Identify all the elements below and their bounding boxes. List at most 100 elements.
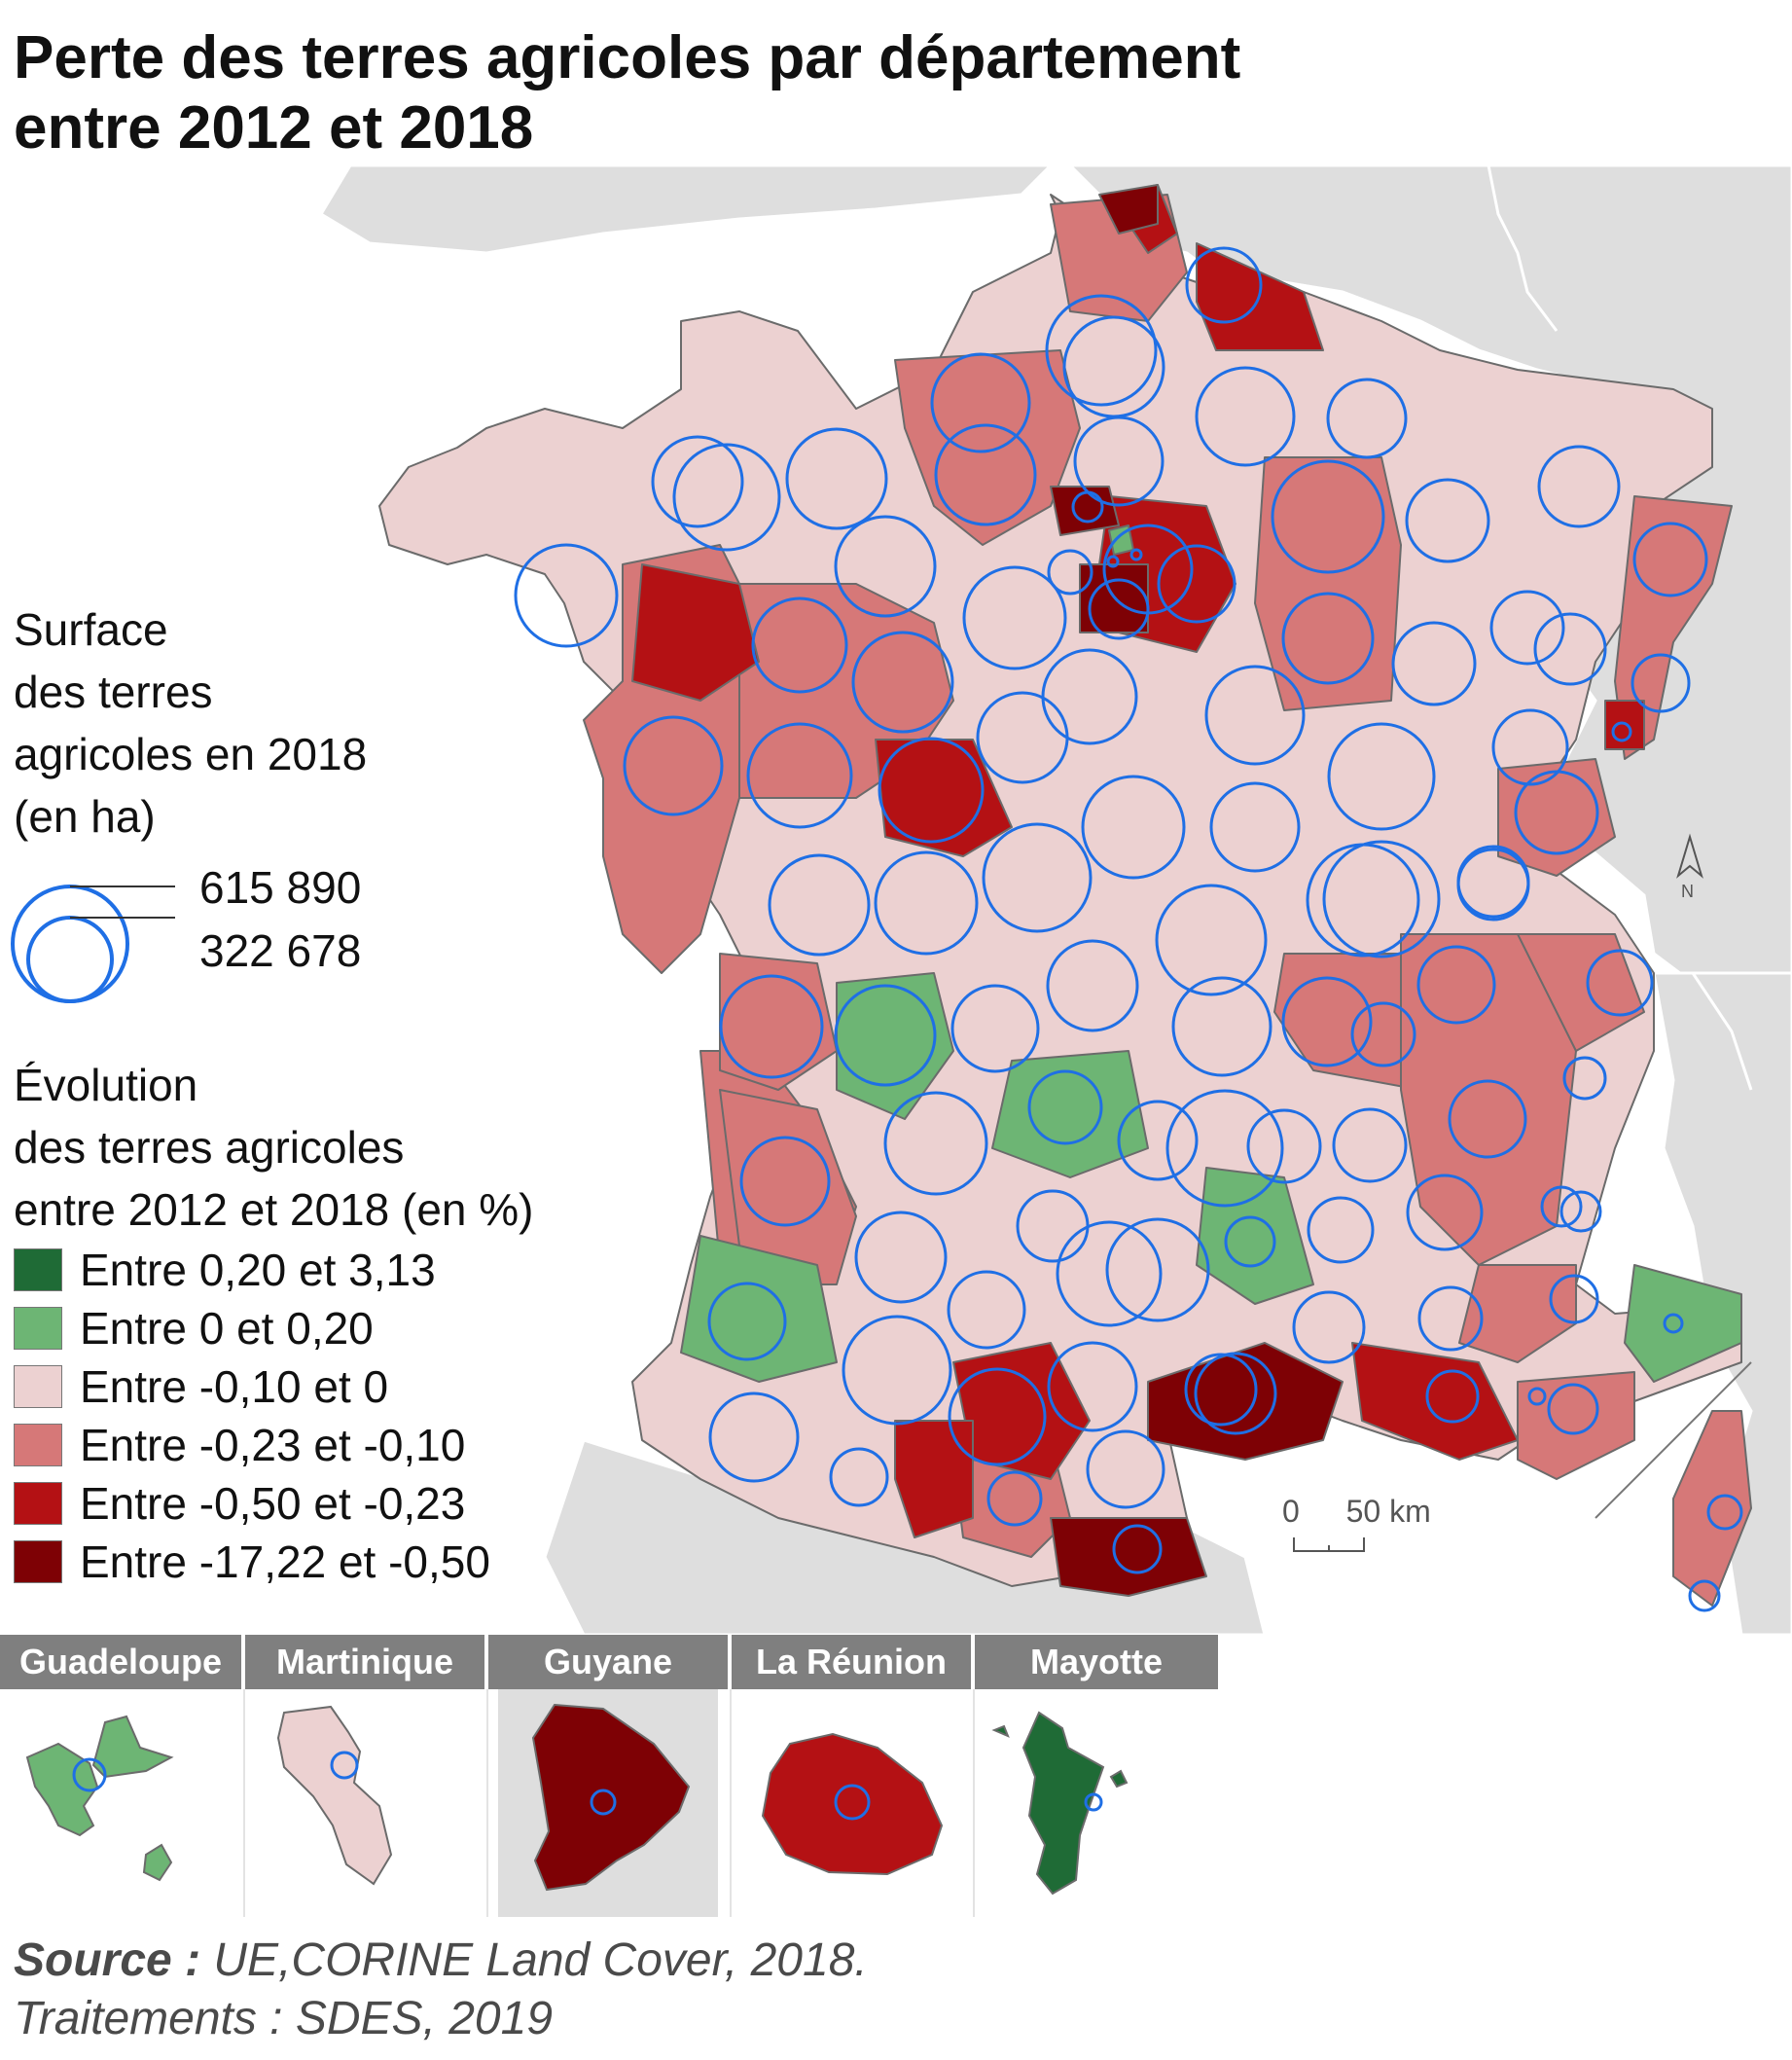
surface-circle-81 (842, 1315, 952, 1426)
surface-circle-86 (1184, 1353, 1258, 1427)
region-champagne (1254, 456, 1402, 711)
guadeloupe-shape (25, 1715, 174, 1882)
surface-circle-44 (768, 853, 871, 957)
surface-circle-90 (829, 1447, 889, 1507)
mayotte-shape (991, 1711, 1129, 1896)
surface-circle-29 (1391, 621, 1477, 706)
legend-label: Entre -0,10 et 0 (80, 1361, 389, 1412)
surface-circle-88 (1547, 1383, 1599, 1435)
surface-circle-38 (1491, 708, 1569, 786)
surface-circle-6 (1537, 445, 1621, 528)
surface-circle-36 (1209, 781, 1301, 873)
legend-item-class-4: Entre -0,23 et -0,10 (14, 1420, 465, 1470)
source-note: Source : UE,CORINE Land Cover, 2018. Tra… (14, 1932, 868, 2048)
surface-circle-57 (1416, 945, 1496, 1025)
surface-circle-100 (1106, 555, 1120, 568)
surface-circle-22 (1632, 522, 1708, 597)
inset-martinique (276, 1705, 393, 1886)
surface-circle-15 (1047, 549, 1093, 596)
region-corse (1672, 1410, 1752, 1607)
legend-swatch (14, 1482, 62, 1525)
surface-circle-30 (1533, 612, 1607, 686)
surface-circle-62 (1165, 1089, 1284, 1208)
source-label: Source : (14, 1934, 201, 1986)
size-legend-heading: Surface des terres agricoles en 2018 (en… (14, 598, 367, 848)
surface-circle-54 (1171, 976, 1272, 1077)
region-paris-west (1050, 486, 1120, 536)
reunion-shape (761, 1732, 944, 1876)
inset-guadeloupe (25, 1715, 174, 1882)
surface-circle-26 (851, 631, 954, 734)
uk-land (318, 165, 1054, 255)
legend-swatch (14, 1365, 62, 1408)
surface-circle-92 (1086, 1429, 1165, 1509)
scale-bar-label: 0 50 km (1282, 1494, 1431, 1530)
legend-item-class-3: Entre -0,10 et 0 (14, 1361, 389, 1412)
surface-circle-11 (785, 427, 888, 530)
region-provence (1458, 1264, 1577, 1363)
surface-circle-76 (1056, 1220, 1163, 1327)
surface-circle-5 (1326, 378, 1408, 459)
legend-swatch (14, 1540, 62, 1583)
surface-circle-10 (672, 443, 781, 552)
inset-header-guyane: Guyane (488, 1635, 728, 1689)
surface-circle-40 (1514, 770, 1599, 855)
region-east-alsace (1614, 495, 1733, 760)
size-legend-large-value: 615 890 (199, 862, 362, 913)
legend-swatch (14, 1424, 62, 1466)
surface-circle-8 (1073, 416, 1165, 507)
region-ille-et-vilaine (631, 563, 760, 702)
surface-circle-49 (1456, 845, 1530, 919)
surface-circle-4 (1195, 366, 1296, 467)
surface-circle-39 (878, 737, 985, 844)
region-jura (1497, 758, 1616, 877)
surface-circle-12 (514, 543, 619, 648)
surface-circle-83 (1047, 1341, 1138, 1432)
overseas-insets: Guadeloupe Martinique Guyane La Réunion … (0, 1635, 1218, 1917)
surface-circle-80 (707, 1282, 787, 1361)
scale-unit: km (1389, 1494, 1431, 1529)
size-legend-line-2: des terres (14, 667, 213, 717)
surface-circle-23 (834, 515, 937, 618)
class-legend-line-3: entre 2012 et 2018 (en %) (14, 1184, 534, 1235)
size-legend-small-value: 322 678 (199, 925, 362, 976)
surface-circle-35 (1081, 775, 1186, 880)
map-canvas (318, 165, 1792, 1635)
surface-circle-46 (982, 822, 1093, 933)
surface-circle-64 (1332, 1107, 1408, 1183)
size-legend-line-3: agricoles en 2018 (14, 729, 368, 779)
surface-circle-97 (1527, 1387, 1547, 1406)
inset-header-mayotte: Mayotte (975, 1635, 1218, 1689)
surface-circle-60 (1027, 1069, 1103, 1145)
surface-circle-48 (1306, 843, 1420, 958)
surface-circle-32 (623, 715, 724, 816)
surface-circle-24 (962, 565, 1067, 670)
north-arrow-icon (1676, 833, 1703, 879)
legend-label: Entre 0,20 et 3,13 (80, 1245, 436, 1295)
surface-circle-73 (1559, 1190, 1602, 1233)
north-label: N (1681, 882, 1694, 901)
surface-circle-56 (1350, 1001, 1416, 1067)
region-bouches-du-rhone (1351, 1342, 1519, 1461)
surface-circle-74 (854, 1211, 948, 1304)
title-line-2: entre 2012 et 2018 (14, 94, 534, 162)
size-legend-circle-small (26, 916, 114, 1003)
legend-item-class-5: Entre -0,50 et -0,23 (14, 1478, 466, 1529)
surface-circle-82 (948, 1367, 1047, 1466)
surface-circle-98 (1611, 721, 1632, 742)
surface-circle-99 (1129, 548, 1143, 561)
reunion-circle (834, 1784, 871, 1821)
surface-circle-9 (934, 423, 1037, 526)
inset-header-la-reunion: La Réunion (732, 1635, 971, 1689)
surface-circle-94 (1706, 1494, 1743, 1531)
guyane-shape (531, 1703, 691, 1892)
surface-circle-34 (976, 691, 1069, 784)
legend-label: Entre -0,50 et -0,23 (80, 1478, 466, 1529)
source-line-2: Traitements : SDES, 2019 (14, 1993, 554, 2044)
surface-circle-42 (1322, 840, 1441, 958)
surface-circle-31 (1631, 653, 1691, 713)
region-nord-dark (1098, 184, 1159, 235)
region-savoie (1517, 933, 1645, 1052)
source-text: UE,CORINE Land Cover, 2018. (213, 1934, 868, 1986)
surface-circle-45 (874, 850, 979, 956)
